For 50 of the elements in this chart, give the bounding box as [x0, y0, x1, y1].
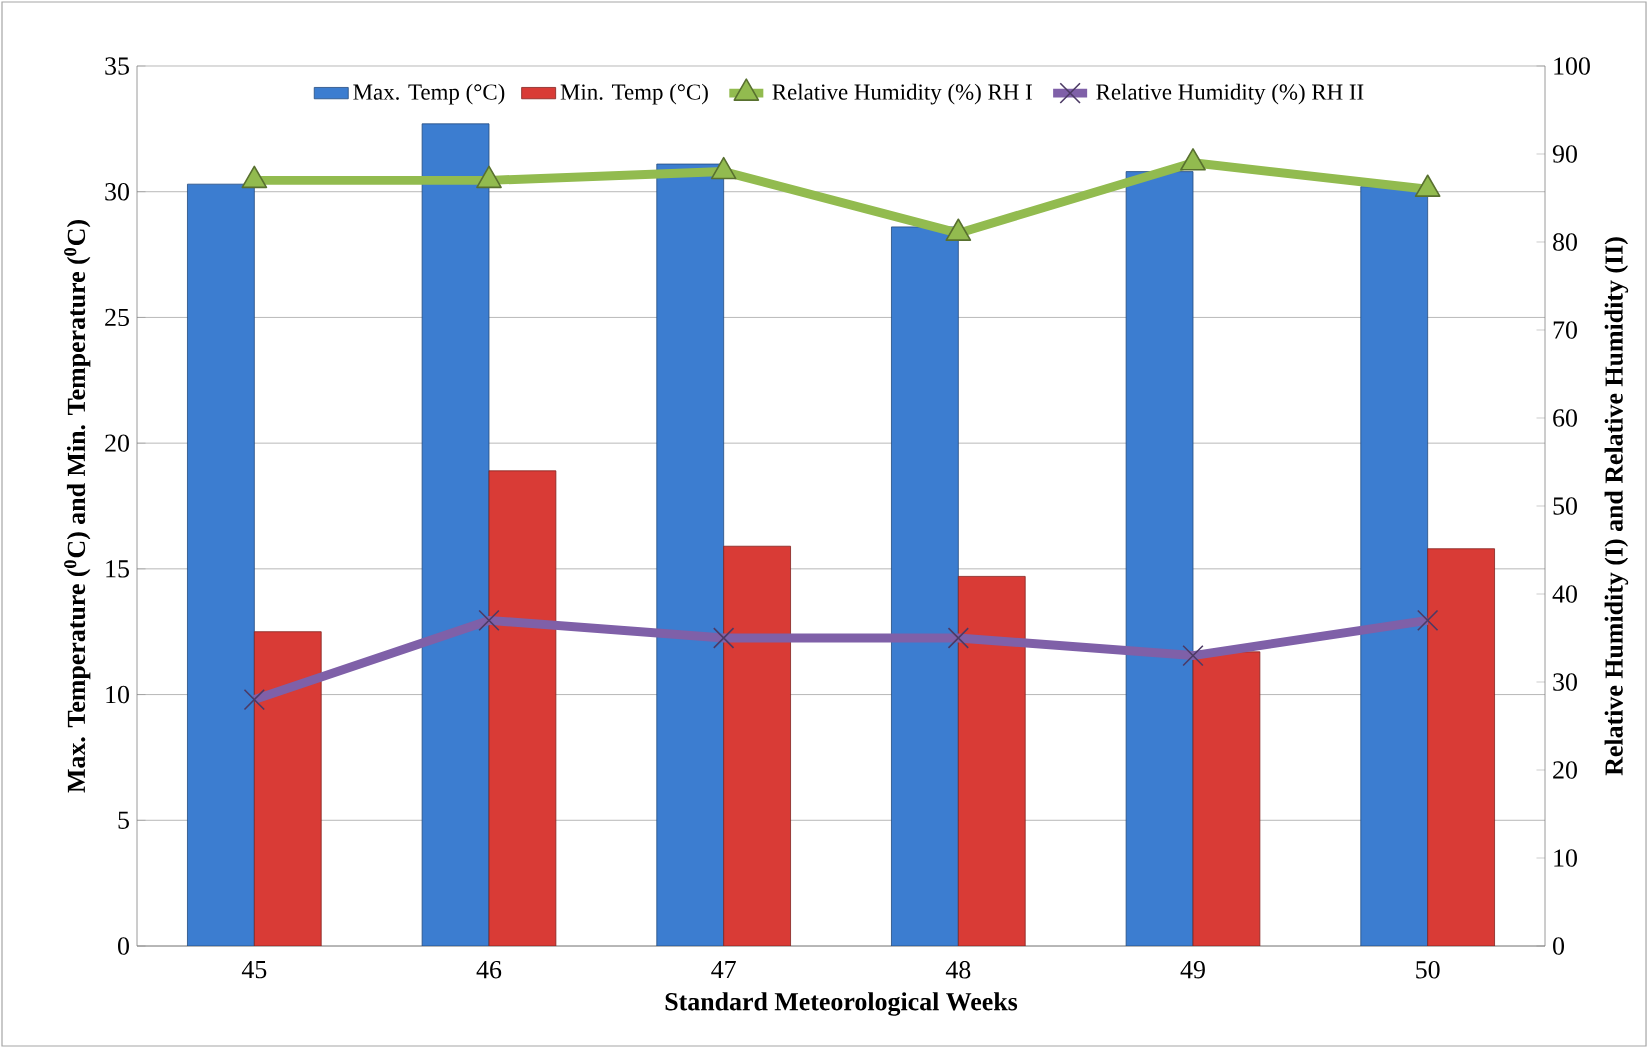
x-tick-label: 48 — [945, 961, 971, 979]
bar — [187, 183, 255, 946]
y2-tick-label: 10 — [1554, 849, 1577, 867]
y-tick-label: 20 — [105, 434, 129, 452]
y2-tick-label: 40 — [1552, 585, 1577, 603]
y-tick-label: 15 — [106, 560, 129, 578]
y2-tick-label: 50 — [1553, 497, 1577, 515]
y-tick-label: 5 — [118, 811, 129, 829]
y-tick-label: 10 — [106, 685, 129, 704]
point — [710, 156, 737, 180]
y2-tick-label: 20 — [1553, 761, 1577, 779]
x-tick-label: 49 — [1180, 961, 1205, 979]
y2-axis-title: Relative Humidity (I) and Relative Humidity (II) — [1604, 237, 1629, 776]
bar — [891, 226, 959, 946]
bar — [957, 576, 1026, 946]
x-axis-title: Standard Meteorological Weeks — [665, 992, 1018, 1016]
bar — [253, 631, 322, 946]
bar — [723, 545, 791, 946]
bar — [1125, 171, 1194, 946]
x-tick-label: 47 — [711, 961, 736, 979]
y-tick-label: 30 — [105, 182, 129, 201]
y2-tick-label: 70 — [1553, 321, 1577, 339]
point — [1180, 148, 1206, 171]
y2-tick-label: 90 — [1552, 145, 1577, 163]
x-tick-label: 46 — [476, 961, 502, 979]
point — [1414, 174, 1441, 197]
y2-tick-label: 60 — [1553, 409, 1577, 427]
y-tick-label: 25 — [105, 308, 129, 327]
bar — [488, 470, 557, 946]
y2-tick-label: 80 — [1553, 233, 1577, 251]
bar — [656, 163, 725, 946]
y2-tick-label: 100 — [1554, 57, 1590, 75]
bar — [1192, 651, 1261, 946]
y-axis-title: Max. Temperature ($^{0}$C) and Min. Temperature ($^{0}$C) — [64, 220, 91, 793]
y2-tick-label: 0 — [1553, 937, 1565, 955]
y-tick-label: 0 — [118, 937, 129, 955]
x-tick-label: 50 — [1416, 961, 1440, 979]
point — [241, 165, 268, 189]
bar — [1360, 186, 1429, 946]
legend-label: Relative Humidity (%) RH II — [1096, 83, 1364, 105]
bar — [421, 123, 490, 946]
y-tick-label: 35 — [105, 57, 129, 75]
bar — [1427, 548, 1495, 946]
legend-label: Max. Temp (°C) — [353, 83, 505, 105]
y2-tick-label: 30 — [1553, 673, 1577, 691]
point — [476, 165, 502, 189]
point — [945, 218, 972, 241]
x-tick-label: 45 — [241, 961, 267, 979]
legend-label: Relative Humidity (%) RH I — [772, 83, 1032, 105]
legend-label: Min. Temp (°C) — [560, 83, 708, 105]
